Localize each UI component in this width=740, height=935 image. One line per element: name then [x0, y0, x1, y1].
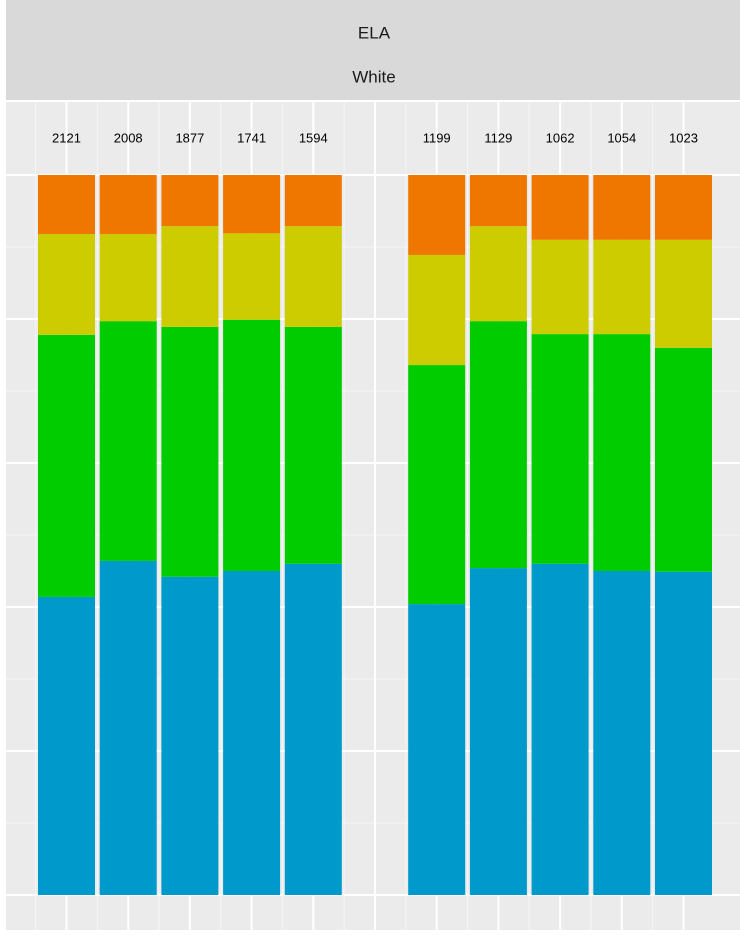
- bar-segment: [655, 571, 712, 895]
- bar-count-label: 2121: [52, 130, 81, 145]
- bar-segment: [161, 326, 219, 577]
- bar-count-label: 2008: [114, 130, 143, 145]
- bar-segment: [469, 321, 527, 569]
- bar-segment: [284, 175, 342, 227]
- bar-segment: [531, 175, 589, 240]
- bar-segment: [408, 175, 466, 255]
- bar-segment: [469, 568, 527, 895]
- bar-segment: [223, 233, 281, 320]
- bar-segment: [531, 239, 589, 335]
- bar-count-label: 1129: [484, 130, 512, 145]
- bar-segment: [593, 571, 651, 895]
- facet-strip: [6, 50, 740, 100]
- bar-segment: [593, 239, 651, 335]
- bar-segment: [655, 347, 712, 572]
- bar-segment: [99, 321, 157, 561]
- bar-segment: [223, 175, 281, 234]
- facet-strip: [6, 0, 740, 50]
- bar-segment: [593, 175, 651, 240]
- bar-count-label: 1741: [237, 130, 266, 145]
- bar-count-label: 1199: [423, 130, 451, 145]
- bar-segment: [408, 604, 466, 895]
- bar-count-label: 1877: [175, 130, 204, 145]
- bar-segment: [99, 175, 157, 235]
- bar-segment: [593, 334, 651, 571]
- facet-title: ELA: [358, 23, 391, 42]
- bar-count-label: 1054: [607, 130, 636, 145]
- bar-segment: [284, 563, 342, 895]
- bar-segment: [531, 334, 589, 564]
- bar-segment: [223, 319, 281, 571]
- bar-segment: [161, 175, 219, 227]
- bar-segment: [99, 234, 157, 322]
- bar-segment: [531, 563, 589, 895]
- bar-count-label: 1023: [669, 130, 698, 145]
- bar-segment: [161, 226, 219, 327]
- bar-segment: [469, 175, 527, 227]
- bar-segment: [38, 175, 95, 235]
- bar-count-label: 1062: [546, 130, 575, 145]
- bar-segment: [99, 560, 157, 895]
- bar-segment: [655, 175, 712, 240]
- bar-segment: [223, 571, 281, 895]
- bar-segment: [38, 234, 95, 335]
- bar-segment: [161, 576, 219, 895]
- bar-segment: [408, 365, 466, 605]
- facet-subtitle: White: [352, 67, 395, 86]
- bar-segment: [38, 596, 95, 895]
- bar-segment: [284, 326, 342, 564]
- bar-segment: [38, 334, 95, 597]
- bar-segment: [408, 254, 466, 366]
- bar-count-label: 1594: [299, 130, 328, 145]
- bar-segment: [655, 239, 712, 348]
- bar-segment: [469, 226, 527, 322]
- bar-segment: [284, 226, 342, 327]
